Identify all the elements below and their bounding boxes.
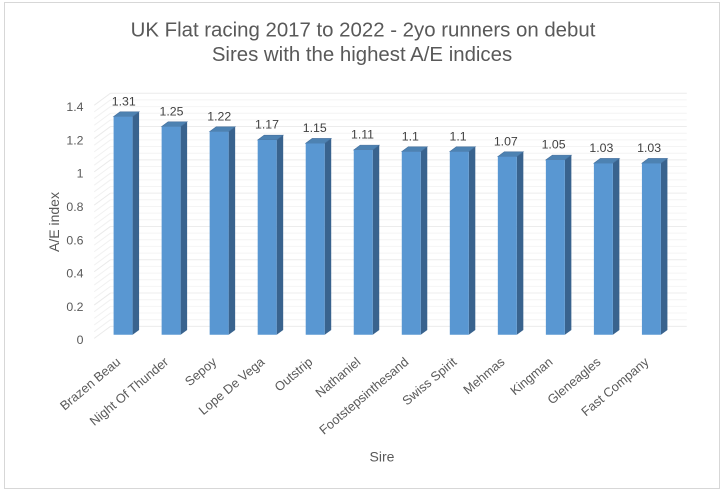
svg-text:1.25: 1.25: [160, 104, 184, 118]
svg-text:1.11: 1.11: [351, 128, 374, 142]
svg-text:0.8: 0.8: [66, 200, 83, 214]
svg-text:1: 1: [77, 167, 84, 181]
svg-text:1.03: 1.03: [637, 141, 661, 155]
svg-text:1.17: 1.17: [255, 118, 279, 132]
svg-text:0.6: 0.6: [66, 233, 83, 247]
svg-text:1.1: 1.1: [402, 129, 419, 143]
svg-text:1.2: 1.2: [66, 133, 83, 147]
svg-text:1.31: 1.31: [112, 94, 136, 108]
svg-text:1.05: 1.05: [542, 138, 566, 152]
svg-text:1.22: 1.22: [207, 109, 231, 123]
svg-text:1.15: 1.15: [303, 121, 327, 135]
svg-text:Sires with the highest A/E ind: Sires with the highest A/E indices: [212, 44, 512, 66]
svg-text:1.07: 1.07: [494, 134, 518, 148]
svg-text:1.03: 1.03: [589, 141, 613, 155]
svg-text:Sire: Sire: [370, 449, 395, 465]
svg-text:0.2: 0.2: [66, 300, 83, 314]
svg-text:1.1: 1.1: [449, 129, 466, 143]
svg-text:0.4: 0.4: [66, 267, 83, 281]
svg-text:A/E index: A/E index: [46, 192, 62, 252]
svg-text:1.4: 1.4: [66, 100, 83, 114]
svg-text:UK Flat racing 2017 to 2022 -: UK Flat racing 2017 to 2022 - 2yo runner…: [131, 20, 596, 42]
svg-text:0: 0: [77, 333, 84, 347]
